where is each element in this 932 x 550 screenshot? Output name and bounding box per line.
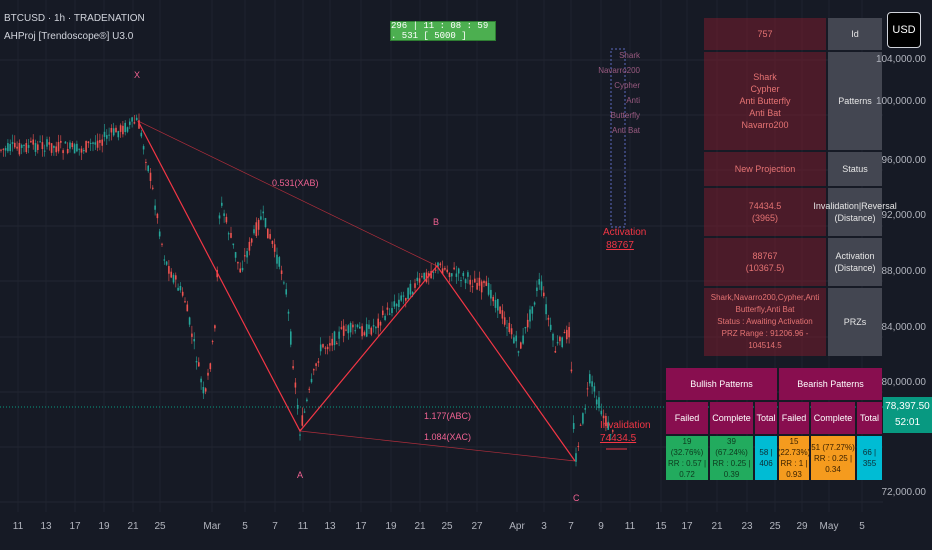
time-label: 19 [385,521,397,532]
indicator-title[interactable]: AHProj [Trendoscope®] U3.0 [4,31,134,42]
symbol-title[interactable]: BTCUSD · 1h · TRADENATION [4,13,145,24]
bullish-total-header: Total [755,402,777,434]
point-a-label: A [297,470,304,480]
time-label: 11 [12,521,24,532]
bearish-header: Bearish Patterns [779,368,882,400]
current-price-tag: 78,397.50 52:01 [883,397,932,433]
bullish-complete-header: Complete [710,402,753,434]
time-label: 23 [741,521,753,532]
status-key: Status [828,152,882,186]
pattern-legend-list: Shark Navarro200 Cypher Anti Butterfly A… [596,48,640,138]
harmonic-pattern-lines [137,120,627,462]
bearish-complete-header: Complete [811,402,855,434]
xac-ratio-label: 1.084(XAC) [424,432,472,442]
time-label: 17 [69,521,81,532]
time-label: 11 [624,521,636,532]
time-label: 13 [324,521,336,532]
bearish-total-cell: 66 | 355 [857,436,882,480]
time-label: 17 [355,521,367,532]
patterns-key: Patterns [828,52,882,150]
activation-value: 88767 (10367.5) [704,238,826,286]
time-label: 25 [769,521,781,532]
prz-key: PRZs [828,288,882,356]
bullish-complete-cell: 39 (67.24%) RR : 0.25 | 0.39 [710,436,753,480]
bearish-failed-header: Failed [779,402,809,434]
legend-item: Anti Bat [611,126,640,135]
patterns-value: Shark Cypher Anti Butterfly Anti Bat Nav… [704,52,826,150]
time-label: 17 [681,521,693,532]
ac-line [299,430,576,462]
time-label: May [819,521,839,532]
time-label: 25 [154,521,166,532]
bearish-complete-cell: 51 (77.27%) RR : 0.25 | 0.34 [811,436,855,480]
time-label: 7 [568,521,574,532]
xb-line [137,120,438,267]
time-label: 19 [98,521,110,532]
time-label: 21 [414,521,426,532]
time-label: 13 [40,521,52,532]
point-x-label: X [134,70,141,80]
abc-ratio-label: 1.177(ABC) [424,411,472,421]
time-label: 29 [796,521,808,532]
legend-item: Navarro200 [598,66,640,75]
bearish-failed-cell: 15 (22.73%) RR : 1 | 0.93 [777,436,811,480]
time-label: 5 [859,521,865,532]
time-label: Mar [203,521,221,532]
timer-badge: 296 | 11 : 08 : 59 . 531 [ 5000 ] [390,21,496,41]
id-key: Id [828,18,882,50]
price-label: 88,000.00 [881,266,927,277]
legend-item: Cypher [614,81,640,90]
bullish-header: Bullish Patterns [666,368,777,400]
price-label: 104,000.00 [875,54,926,65]
bullish-failed-cell: 19 (32.76%) RR : 0.57 | 0.72 [666,436,708,480]
legend-item: Shark [619,51,640,60]
id-value: 757 [704,18,826,50]
time-label: 3 [541,521,547,532]
pattern-zigzag-line [137,120,576,462]
price-label: 80,000.00 [881,377,927,388]
time-label: 7 [272,521,278,532]
activation-label: Activation 88767 [603,227,647,251]
currency-button[interactable]: USD [887,12,921,48]
time-label: Apr [509,521,525,532]
candlestick-series [0,113,614,467]
bullish-failed-header: Failed [666,402,708,434]
status-value: New Projection [704,152,826,186]
prz-value: Shark,Navarro200,Cypher,Anti Butterfly,A… [704,288,826,356]
legend-item: Anti Butterfly [610,96,640,120]
price-label: 96,000.00 [881,155,927,166]
time-label: 5 [242,521,248,532]
invalidation-key: Invalidation|Reversal (Distance) [813,188,897,236]
price-label: 100,000.00 [875,96,926,107]
price-label: 92,000.00 [881,210,927,221]
bullish-total-cell: 58 | 406 [755,436,777,480]
price-label: 84,000.00 [881,322,927,333]
invalidation-label: Invalidation 74434.5 [600,420,651,444]
time-label: 21 [127,521,139,532]
time-label: 9 [598,521,604,532]
time-label: 11 [297,521,309,532]
time-label: 15 [655,521,667,532]
point-c-label: C [573,493,580,503]
invalidation-value: 74434.5 (3965) [704,188,826,236]
point-b-label: B [433,217,440,227]
xab-ratio-label: 0.531(XAB) [272,178,319,188]
activation-key: Activation (Distance) [828,238,882,286]
bearish-total-header: Total [857,402,882,434]
time-label: 27 [471,521,483,532]
time-label: 25 [441,521,453,532]
time-label: 21 [711,521,723,532]
price-label: 72,000.00 [881,487,927,498]
